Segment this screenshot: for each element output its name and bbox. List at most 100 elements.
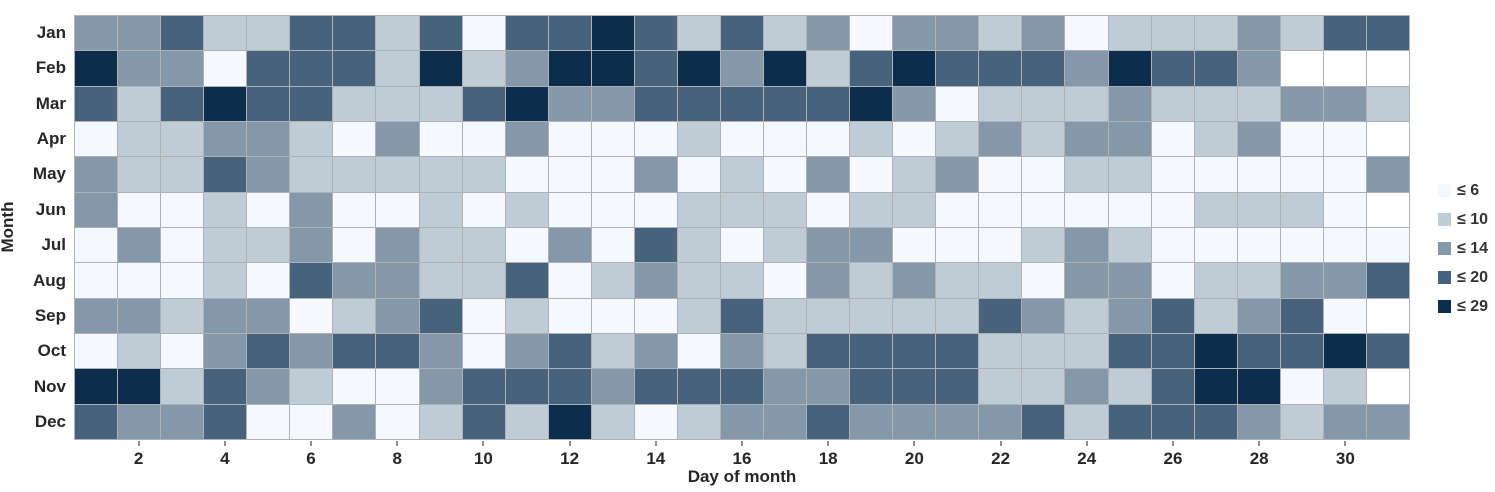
x-tick-label: 22 [991, 449, 1011, 468]
heatmap-cell [419, 16, 462, 51]
heatmap-cell [807, 16, 850, 51]
heatmap-cell [1366, 16, 1409, 51]
heatmap-cell [936, 263, 979, 298]
heatmap-cell [677, 369, 720, 404]
heatmap-cell [893, 404, 936, 439]
heatmap-cell [1151, 192, 1194, 227]
heatmap-cell [1108, 192, 1151, 227]
heatmap-cell [591, 263, 634, 298]
heatmap-cell [290, 157, 333, 192]
heatmap-cell [548, 51, 591, 86]
heatmap-cell [118, 51, 161, 86]
heatmap-cell [1237, 51, 1280, 86]
heatmap-cell [247, 404, 290, 439]
heatmap-cell [720, 51, 764, 86]
heatmap-cell [1366, 298, 1409, 333]
heatmap-cell [893, 333, 936, 369]
x-tick-mark [1085, 441, 1088, 446]
heatmap-cell [807, 298, 850, 333]
heatmap-cell [1280, 404, 1323, 439]
heatmap-cell [1108, 369, 1151, 404]
heatmap-cell [161, 121, 204, 157]
heatmap-cell [979, 86, 1022, 121]
heatmap-cell [936, 157, 979, 192]
heatmap-cell [1151, 121, 1194, 157]
heatmap-cell [462, 86, 505, 121]
x-tick-mark [310, 441, 313, 446]
legend-label: ≤ 14 [1457, 239, 1489, 257]
heatmap-cell [1323, 263, 1366, 298]
heatmap-cell [1323, 227, 1366, 263]
legend-swatch [1438, 271, 1451, 284]
heatmap-cell [1065, 404, 1108, 439]
x-tick-mark [913, 441, 916, 446]
heatmap-cell [548, 192, 591, 227]
heatmap-cell [1237, 157, 1280, 192]
heatmap-cell [979, 121, 1022, 157]
legend-item: ≤ 6 [1438, 180, 1488, 201]
heatmap-cell [419, 121, 462, 157]
heatmap-cell [419, 51, 462, 86]
heatmap-cell [75, 404, 118, 439]
heatmap-cell [419, 157, 462, 192]
heatmap-cell [720, 263, 764, 298]
y-tick-label: Jul [41, 235, 66, 255]
heatmap-cell [118, 227, 161, 263]
heatmap-cell [1022, 16, 1065, 51]
y-tick-label: Mar [35, 93, 66, 113]
heatmap-cell [247, 86, 290, 121]
heatmap-cell [720, 192, 764, 227]
heatmap-cell [850, 16, 893, 51]
heatmap-cell [204, 51, 247, 86]
heatmap-cell [1108, 298, 1151, 333]
heatmap-cell [1280, 121, 1323, 157]
heatmap-cell [850, 192, 893, 227]
heatmap-cell [290, 333, 333, 369]
heatmap-cell [1108, 404, 1151, 439]
heatmap-cell [979, 298, 1022, 333]
heatmap-cell [204, 16, 247, 51]
heatmap-cell [290, 298, 333, 333]
x-tick-label: 8 [392, 449, 402, 468]
heatmap-cell [1151, 157, 1194, 192]
y-tick-label: Apr [36, 128, 66, 148]
heatmap-cell [591, 51, 634, 86]
x-tick-mark [137, 441, 140, 446]
heatmap-cell [75, 16, 118, 51]
x-tick-mark [741, 441, 743, 446]
heatmap-cell [247, 51, 290, 86]
heatmap-cell [333, 333, 376, 369]
heatmap-cell [1366, 227, 1409, 263]
heatmap-cell [204, 86, 247, 121]
heatmap-cell [764, 86, 807, 121]
heatmap-cell [75, 86, 118, 121]
heatmap-cell [591, 86, 634, 121]
legend-swatch [1438, 242, 1451, 255]
heatmap-cell [979, 16, 1022, 51]
heatmap-cell [376, 369, 419, 404]
legend-item: ≤ 20 [1438, 267, 1488, 288]
y-tick-label: Jan [36, 22, 66, 42]
heatmap-cell [1323, 51, 1366, 86]
heatmap-cell [161, 369, 204, 404]
heatmap-cell [1280, 51, 1323, 86]
x-tick-label: 20 [904, 449, 924, 468]
heatmap-cell [893, 263, 936, 298]
heatmap-cell [333, 298, 376, 333]
legend: ≤ 6 ≤ 10 ≤ 14 ≤ 20 ≤ 29 [1438, 180, 1488, 317]
heatmap-cell [591, 333, 634, 369]
heatmap-cell [1366, 263, 1409, 298]
heatmap-cell [1280, 16, 1323, 51]
heatmap-cell [764, 369, 807, 404]
heatmap-cell [247, 192, 290, 227]
heatmap-cell [204, 121, 247, 157]
heatmap-cell [75, 192, 118, 227]
heatmap-cell [1022, 192, 1065, 227]
heatmap-cell [850, 121, 893, 157]
heatmap-cell [548, 333, 591, 369]
x-tick-mark [1171, 441, 1174, 446]
heatmap-cell [979, 404, 1022, 439]
heatmap-cell [462, 16, 505, 51]
heatmap-cell [75, 157, 118, 192]
heatmap-cell [634, 157, 677, 192]
